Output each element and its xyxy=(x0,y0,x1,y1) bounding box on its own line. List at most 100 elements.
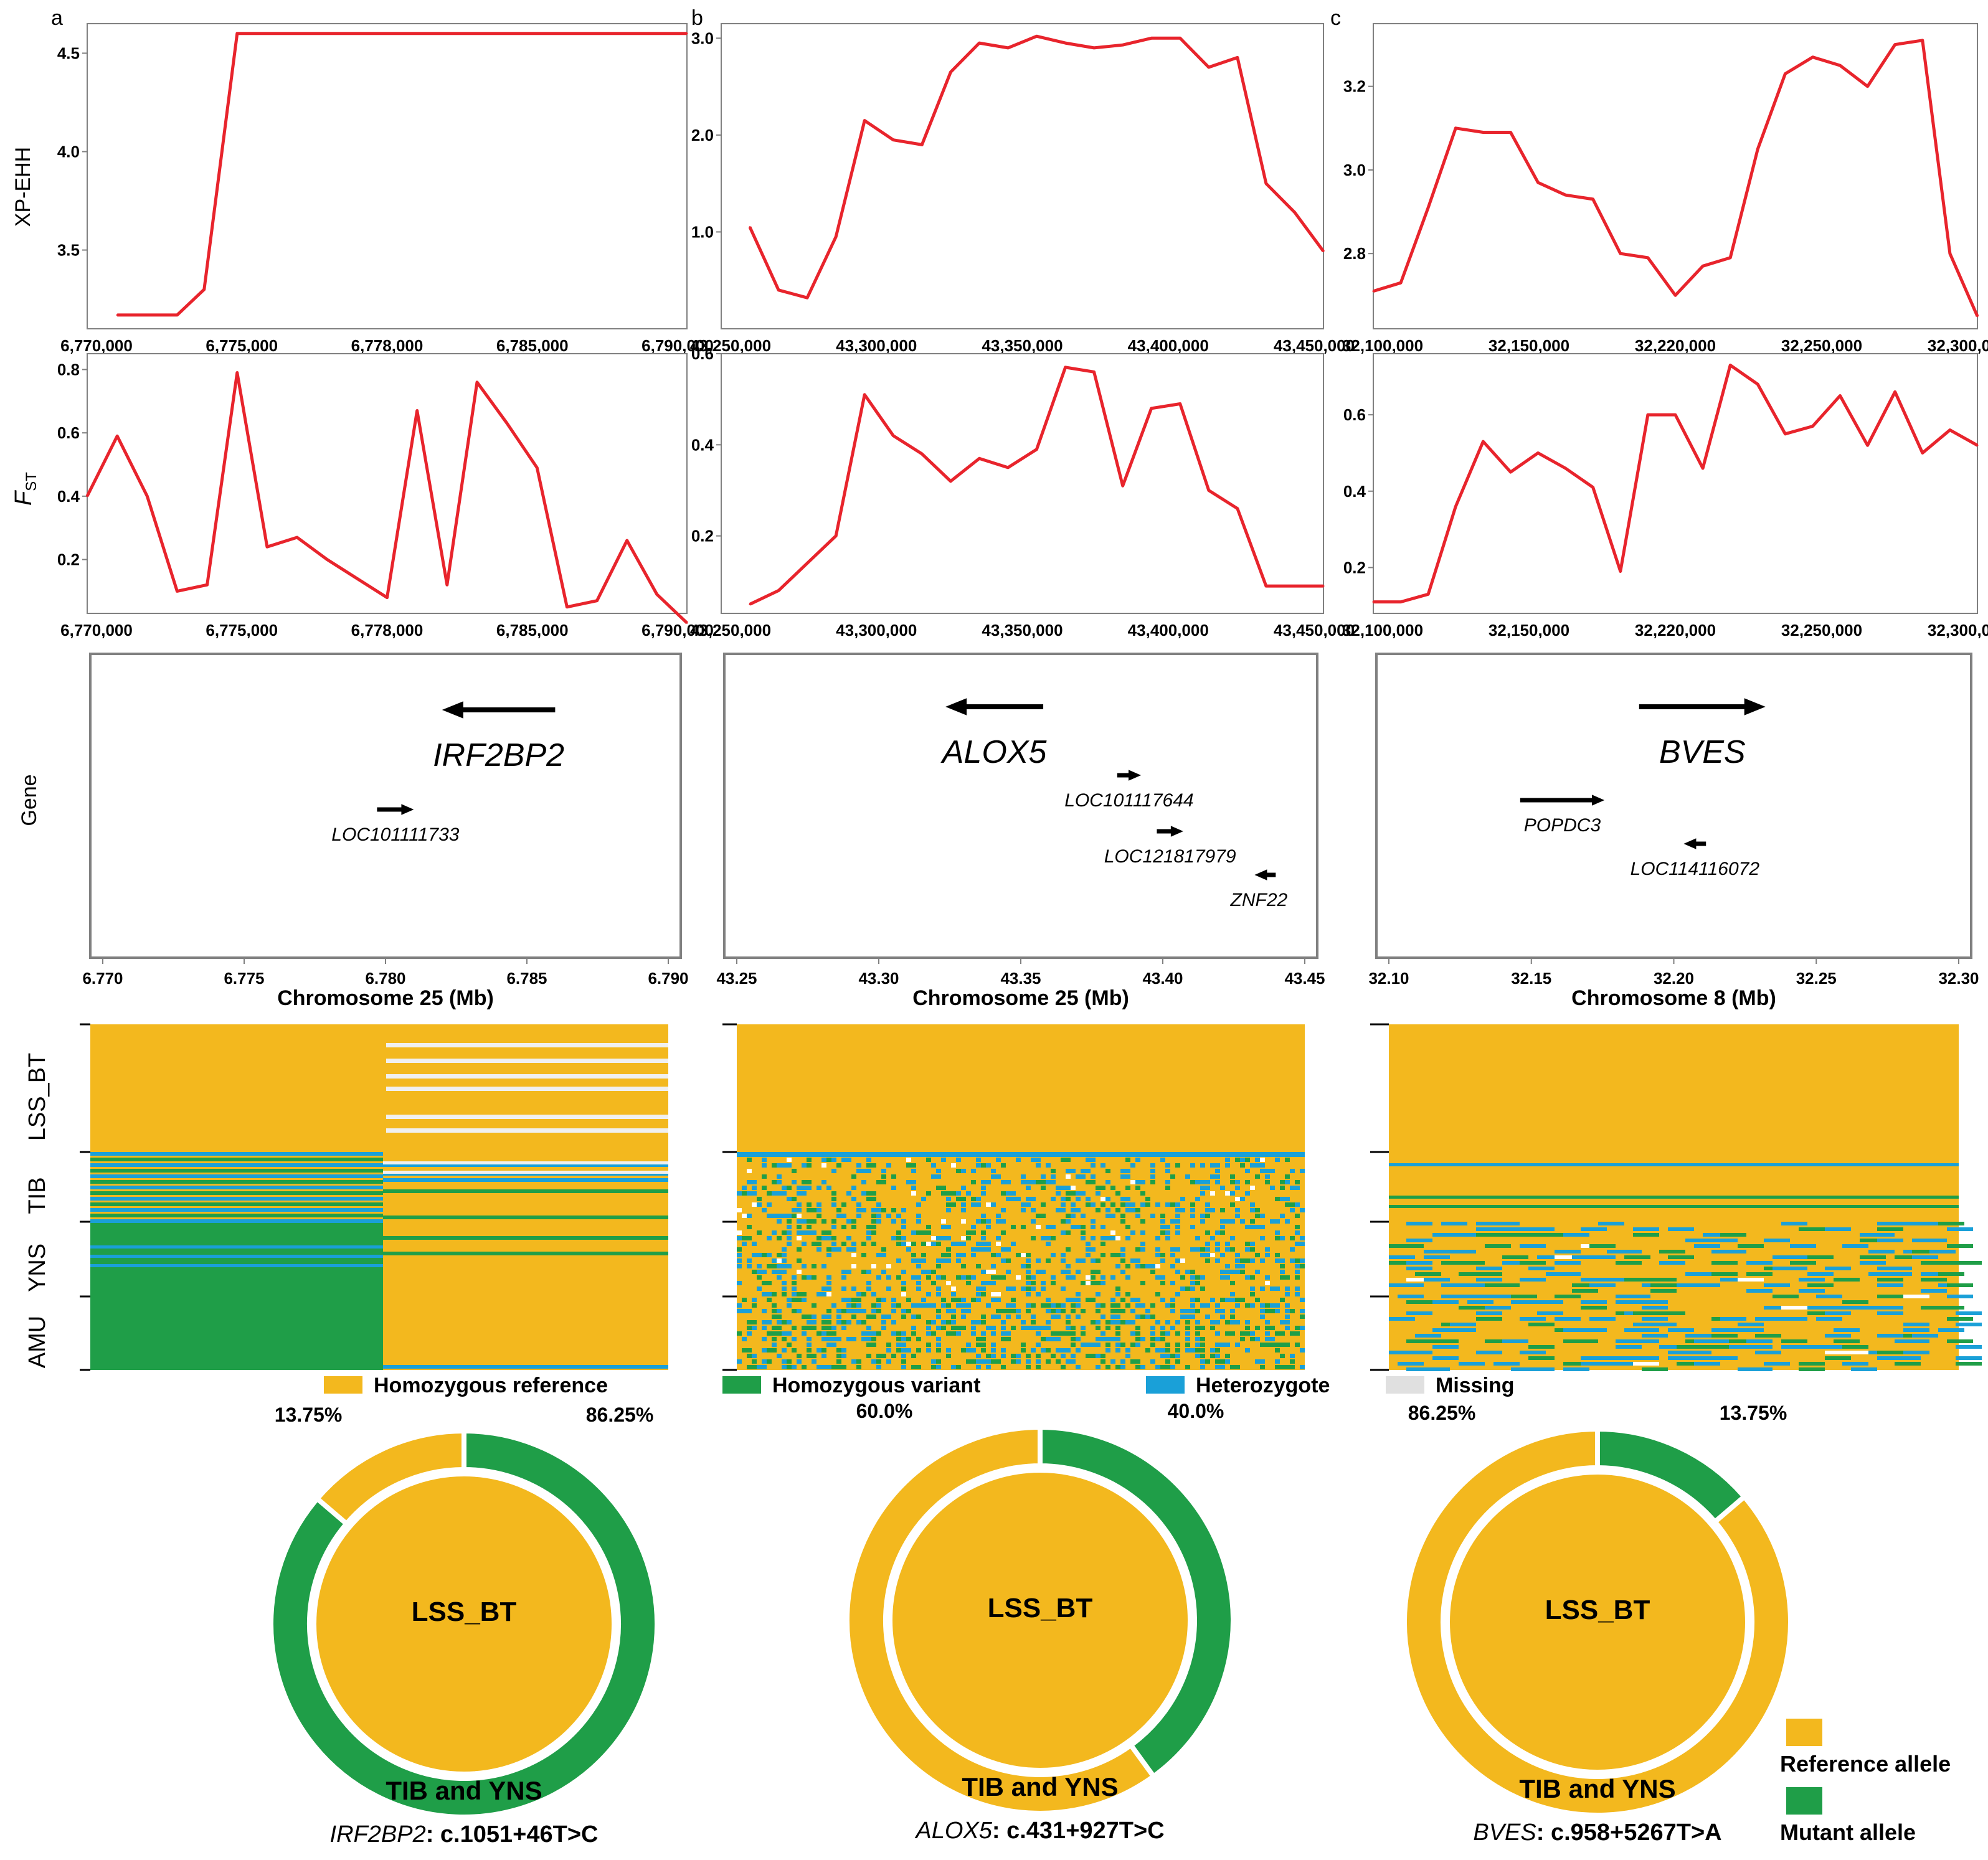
genotype-cell xyxy=(936,1242,941,1246)
genotype-cell xyxy=(1255,1225,1260,1229)
genotype-cell xyxy=(1245,1348,1250,1353)
genotype-cell xyxy=(871,1242,876,1246)
genotype-cell xyxy=(876,1214,881,1218)
genotype-cell xyxy=(1746,1367,1773,1371)
genotype-cell xyxy=(747,1354,752,1358)
genotype-cell xyxy=(1903,1222,1929,1225)
genotype-cell xyxy=(831,1326,836,1330)
genotype-cell xyxy=(836,1365,841,1369)
genotype-cell xyxy=(1051,1225,1056,1229)
data-point xyxy=(1702,467,1704,470)
genotype-cell xyxy=(826,1236,831,1240)
genotype-cell xyxy=(1260,1158,1265,1162)
genotype-cell xyxy=(1432,1339,1459,1343)
genotype-cell xyxy=(1200,1253,1205,1257)
genotype-cell xyxy=(1225,1275,1230,1280)
y-tick-label: 1.0 xyxy=(691,222,714,241)
genotype-cell xyxy=(1467,1295,1493,1298)
data-point xyxy=(1482,131,1484,134)
gene-frame xyxy=(89,653,682,959)
genotype-cell xyxy=(1235,1214,1240,1218)
genotype-cell xyxy=(986,1163,991,1168)
data-point xyxy=(1454,505,1457,507)
genotype-cell xyxy=(1842,1300,1868,1304)
y-tick-label: 3.0 xyxy=(1343,161,1366,179)
genotype-cell xyxy=(792,1208,797,1212)
genotype-cell xyxy=(1502,1261,1528,1265)
genotype-cell xyxy=(1225,1359,1230,1364)
genotype-cell xyxy=(1016,1354,1021,1358)
genotype-cell xyxy=(1026,1286,1031,1291)
genotype-cell xyxy=(826,1326,831,1330)
genotype-row xyxy=(90,1191,383,1195)
genotype-cell xyxy=(1115,1264,1120,1268)
genotype-cell xyxy=(812,1208,817,1212)
genotype-cell xyxy=(866,1163,871,1168)
chromosome-label: Chromosome 8 (Mb) xyxy=(1571,986,1776,1010)
genotype-cell xyxy=(1006,1180,1011,1184)
genotype-cell xyxy=(856,1320,861,1324)
genotype-cell xyxy=(1021,1286,1026,1291)
missing-row xyxy=(386,1074,668,1079)
genotype-cell xyxy=(1026,1186,1031,1190)
genotype-cell xyxy=(1145,1348,1150,1353)
genotype-cell xyxy=(906,1298,911,1302)
genotype-cell xyxy=(951,1326,956,1330)
genotype-cell xyxy=(1076,1191,1081,1196)
genotype-cell xyxy=(1265,1343,1270,1347)
genotype-cell xyxy=(1947,1227,1973,1231)
genotype-cell xyxy=(896,1214,901,1218)
genotype-cell xyxy=(1290,1247,1295,1252)
genotype-cell xyxy=(1255,1214,1260,1218)
genotype-cell xyxy=(787,1214,792,1218)
genotype-cell xyxy=(802,1298,807,1302)
genotype-cell xyxy=(1790,1261,1816,1265)
data-point xyxy=(146,495,148,498)
genotype-cell xyxy=(1115,1292,1120,1296)
data-point xyxy=(1867,444,1869,446)
genotype-cell xyxy=(931,1331,936,1336)
data-point xyxy=(656,593,658,595)
genotype-cell xyxy=(941,1320,946,1324)
genotype-row xyxy=(90,1163,383,1167)
genotype-cell xyxy=(782,1286,787,1291)
genotype-cell xyxy=(926,1275,931,1280)
genotype-cell xyxy=(1476,1222,1502,1225)
genotype-cell xyxy=(742,1309,747,1313)
genotype-cell xyxy=(1026,1253,1031,1257)
genotype-cell xyxy=(1868,1250,1895,1253)
genotype-cell xyxy=(1225,1331,1230,1336)
genotype-cell xyxy=(1091,1158,1096,1162)
genotype-cell xyxy=(787,1264,792,1268)
genotype-cell xyxy=(1290,1354,1295,1358)
genotype-cell xyxy=(821,1365,826,1369)
genotype-cell xyxy=(861,1208,866,1212)
genotype-cell xyxy=(782,1359,787,1364)
genotype-cell xyxy=(896,1242,901,1246)
genotype-cell xyxy=(1633,1328,1659,1332)
x-tick-label: 32,300,000 xyxy=(1928,336,1988,355)
genotype-cell xyxy=(1295,1326,1300,1330)
genotype-cell xyxy=(1170,1202,1175,1207)
genotype-cell xyxy=(1046,1225,1051,1229)
genotype-cell xyxy=(1270,1219,1275,1224)
genotype-cell xyxy=(906,1163,911,1168)
genotype-cell xyxy=(1061,1186,1066,1190)
genotype-cell xyxy=(996,1298,1001,1302)
genotype-cell xyxy=(911,1191,916,1196)
genotype-cell xyxy=(1006,1309,1011,1313)
genotype-cell xyxy=(812,1326,817,1330)
genotype-cell xyxy=(1036,1214,1041,1218)
genotype-cell xyxy=(1115,1191,1120,1196)
genotype-cell xyxy=(941,1275,946,1280)
genotype-cell xyxy=(1125,1354,1130,1358)
genotype-cell xyxy=(1165,1186,1170,1190)
genotype-cell xyxy=(762,1186,767,1190)
data-point xyxy=(978,457,980,460)
genotype-cell xyxy=(901,1309,906,1313)
genotype-cell xyxy=(881,1354,886,1358)
genotype-cell xyxy=(802,1219,807,1224)
genotype-cell xyxy=(1071,1191,1076,1196)
y-tick-label: 0.4 xyxy=(1343,482,1366,501)
genotype-cell xyxy=(1135,1365,1140,1369)
